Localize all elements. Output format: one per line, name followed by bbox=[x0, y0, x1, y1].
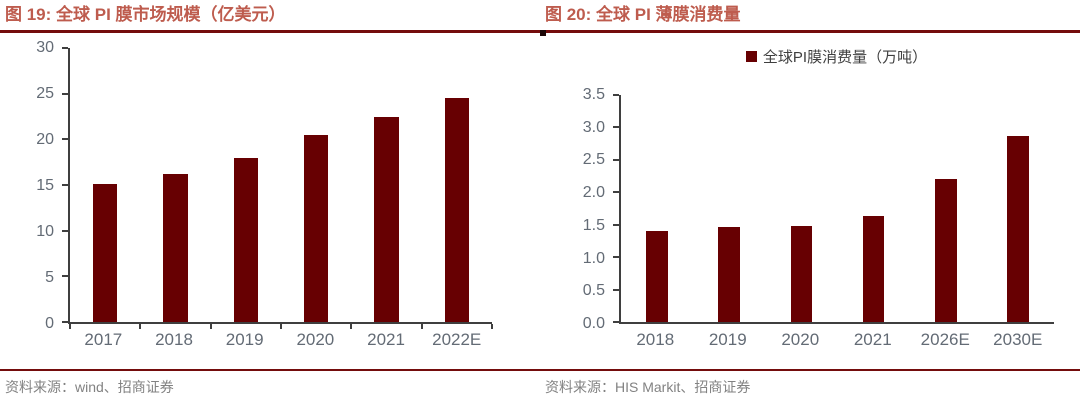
y-axis-tick-label: 3.0 bbox=[582, 118, 605, 136]
y-axis-tick-mark bbox=[62, 184, 68, 186]
y-axis-tick-label: 20 bbox=[36, 131, 54, 148]
y-axis-tick-label: 0.0 bbox=[582, 315, 605, 332]
bar-column bbox=[422, 48, 492, 322]
plot-area bbox=[613, 94, 1054, 324]
y-axis-tick-mark bbox=[613, 94, 619, 96]
x-axis-label: 2020 bbox=[296, 330, 335, 349]
bar-column bbox=[838, 95, 910, 322]
y-axis-tick-label: 2.0 bbox=[582, 184, 605, 202]
x-axis-label: 2030E bbox=[993, 330, 1043, 349]
y-axis-tick-label: 15 bbox=[36, 177, 54, 194]
y-axis: 0.0 0.5 1.0 1.5 2.0 2.5 3.0 3.5 bbox=[540, 87, 619, 332]
figure-20-title: 图 20: 全球 PI 薄膜消费量 bbox=[545, 5, 741, 24]
figure-19-title: 图 19: 全球 PI 膜市场规模（亿美元） bbox=[5, 5, 286, 24]
bar-2020 bbox=[303, 134, 329, 322]
x-axis-tick-mark bbox=[280, 324, 282, 329]
x-axis-label: 2021 bbox=[367, 330, 405, 349]
bar-column bbox=[211, 48, 281, 322]
y-axis-tick-label: 3.5 bbox=[582, 86, 605, 103]
legend-swatch-icon bbox=[745, 51, 757, 62]
x-axis-tick-mark bbox=[209, 324, 212, 329]
source-divider bbox=[0, 369, 540, 371]
y-axis-tick-mark bbox=[613, 191, 619, 194]
bar-2030E bbox=[1007, 135, 1029, 322]
y-axis-tick-mark bbox=[62, 275, 68, 278]
x-axis-labels: 2018 2019 2020 2021 2026E 2030E bbox=[619, 330, 1054, 350]
figure-20-panel: 图 20: 全球 PI 薄膜消费量 全球PI膜消费量（万吨） 0.0 0.5 1.0… bbox=[540, 0, 1080, 408]
bar-2021 bbox=[862, 216, 885, 322]
y-axis-tick-mark bbox=[613, 256, 619, 259]
y-axis-tick-label: 1.0 bbox=[582, 249, 605, 267]
bar-column bbox=[70, 48, 140, 322]
bar-column bbox=[140, 48, 210, 322]
x-axis-labels: 2017 2018 2019 2020 2021 2022E bbox=[68, 330, 492, 350]
figure-20-title-underline bbox=[540, 30, 1080, 36]
x-axis-tick-mark bbox=[420, 324, 423, 329]
bar-column bbox=[910, 95, 982, 322]
y-axis-tick-label: 0.5 bbox=[582, 282, 605, 300]
x-axis-label: 2022E bbox=[432, 330, 482, 349]
legend-label: 全球PI膜消费量（万吨） bbox=[762, 49, 928, 66]
bar-column bbox=[765, 95, 837, 322]
y-axis-tick-mark bbox=[613, 158, 619, 161]
source-divider bbox=[540, 369, 1080, 371]
y-axis-tick-label: 1.5 bbox=[582, 216, 605, 234]
y-axis-tick-mark bbox=[62, 47, 68, 49]
bar-column bbox=[281, 48, 351, 322]
plot-area bbox=[62, 47, 493, 329]
x-axis-label: 2019 bbox=[225, 330, 264, 349]
x-axis-tick-mark bbox=[139, 324, 142, 329]
figure-19-bar-chart: 0 5 10 15 20 25 30 2017 2018 2019 2020 2021 2022E bbox=[0, 33, 540, 369]
bar-2017 bbox=[92, 184, 118, 322]
y-axis-tick-mark bbox=[62, 92, 68, 95]
bar-column bbox=[621, 95, 693, 322]
bar-column bbox=[693, 95, 765, 322]
y-axis-tick-mark bbox=[613, 288, 619, 291]
bar-2019 bbox=[233, 157, 259, 322]
y-axis-tick-label: 25 bbox=[36, 85, 54, 102]
x-axis-label: 2018 bbox=[155, 330, 193, 349]
figure-19-panel: 图 19: 全球 PI 膜市场规模（亿美元） 0 5 10 15 20 25 30 2017… bbox=[0, 5, 540, 395]
y-axis-tick-mark bbox=[62, 138, 68, 141]
x-axis-label: 2021 bbox=[853, 330, 892, 349]
bar-2019 bbox=[718, 227, 741, 322]
source-note: 资料来源：wind、招商证券 bbox=[5, 379, 174, 395]
x-axis-label: 2026E bbox=[920, 330, 970, 349]
bar-2018 bbox=[163, 174, 188, 322]
bar-column bbox=[982, 95, 1054, 322]
bar-2018 bbox=[646, 231, 668, 322]
y-axis-tick-mark bbox=[62, 321, 68, 323]
x-axis-label: 2019 bbox=[708, 330, 747, 349]
y-axis-tick-label: 2.5 bbox=[582, 151, 605, 169]
y-axis-tick-mark bbox=[613, 321, 619, 323]
source-note: 资料来源：HIS Markit、招商证券 bbox=[545, 379, 751, 395]
bar-2022E bbox=[444, 98, 470, 322]
y-axis-tick-mark bbox=[613, 126, 619, 129]
figure-20-bar-chart: 全球PI膜消费量（万吨） 0.0 0.5 1.0 1.5 2.0 2.5 3.0 3.5 20… bbox=[540, 33, 1080, 369]
bar-2020 bbox=[790, 226, 813, 322]
x-axis-label: 2017 bbox=[84, 330, 123, 349]
y-axis-tick-mark bbox=[62, 229, 68, 232]
x-axis-tick-mark bbox=[491, 324, 493, 329]
x-axis-tick-mark bbox=[350, 324, 353, 329]
bar-2026E bbox=[934, 179, 957, 322]
bar-2021 bbox=[374, 116, 399, 322]
y-axis-tick-label: 0 bbox=[45, 315, 54, 332]
y-axis-tick-mark bbox=[613, 223, 619, 226]
figure-19-title-underline bbox=[0, 30, 540, 33]
y-axis-tick-label: 30 bbox=[36, 39, 54, 56]
y-axis-tick-label: 10 bbox=[36, 223, 54, 240]
y-axis-tick-label: 5 bbox=[45, 269, 54, 286]
x-axis-tick-mark bbox=[69, 324, 71, 329]
y-axis: 0 5 10 15 20 25 30 bbox=[0, 40, 68, 332]
x-axis-label: 2018 bbox=[636, 330, 675, 349]
legend: 全球PI膜消费量（万吨） bbox=[619, 46, 1054, 67]
bar-column bbox=[351, 48, 421, 322]
x-axis-label: 2020 bbox=[781, 330, 820, 349]
